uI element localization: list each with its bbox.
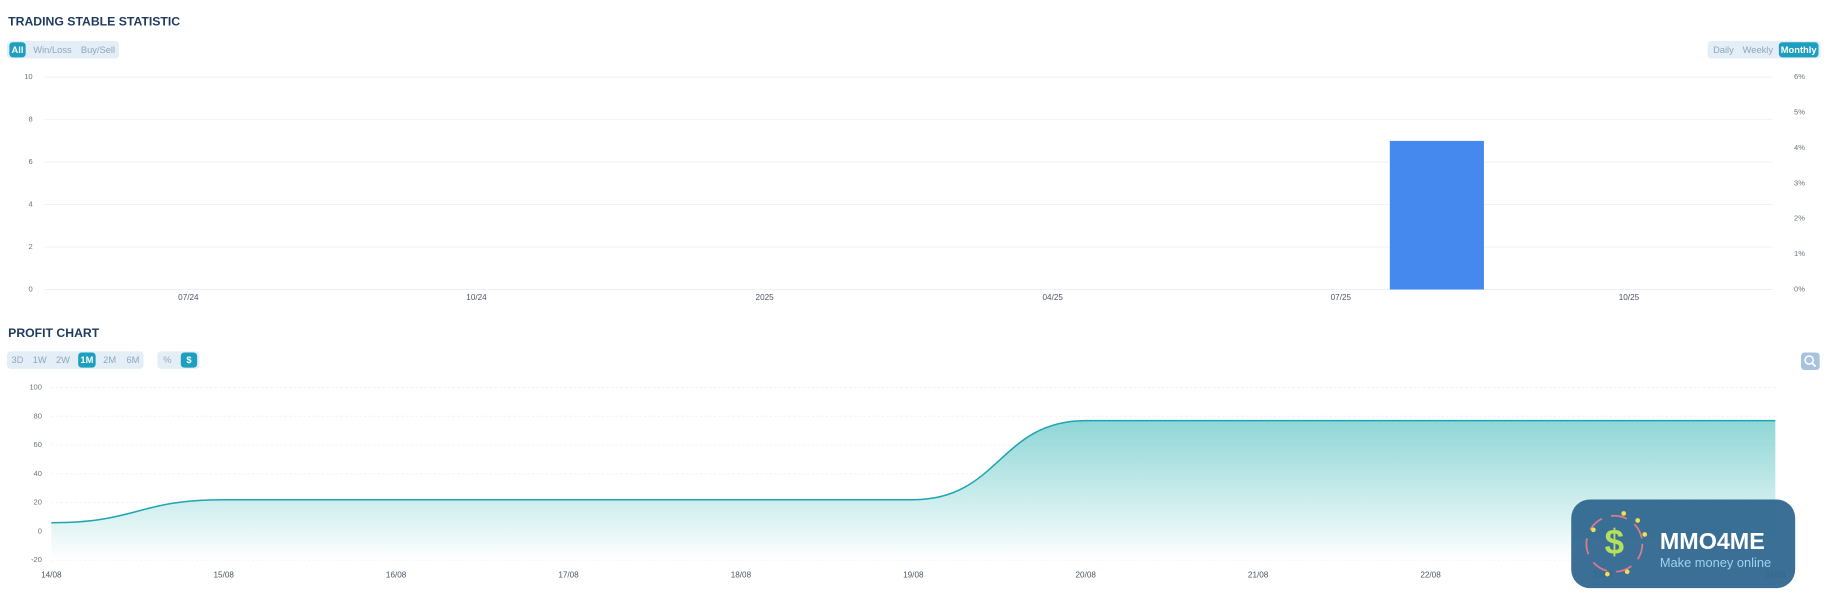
- watermark-star: [1605, 571, 1610, 577]
- button[interactable]: Weekly: [1743, 45, 1774, 55]
- y-tick-label: 60: [34, 440, 42, 449]
- button-active[interactable]: All: [12, 45, 24, 55]
- x-tick-label: 16/08: [386, 570, 407, 579]
- x-tick-label: 10/24: [466, 293, 487, 302]
- y-tick-label: 8: [28, 115, 32, 124]
- x-tick-label: 2025: [756, 293, 775, 302]
- x-tick-label: 07/24: [178, 293, 199, 302]
- watermark-star: [1642, 532, 1648, 537]
- y-tick-label: 0: [28, 285, 32, 294]
- y-tick-label: 100: [29, 382, 42, 391]
- y-tick-label: 6: [28, 157, 32, 166]
- button[interactable]: 2M: [103, 355, 116, 365]
- watermark-bg: [1571, 499, 1796, 589]
- bar: [1389, 140, 1484, 290]
- chart-title: TRADING STABLE STATISTIC: [8, 15, 180, 29]
- y2-tick-label: 4%: [1794, 143, 1805, 152]
- button-group: [6, 351, 144, 369]
- button[interactable]: 6M: [126, 355, 139, 365]
- button-active-bg: [180, 352, 198, 368]
- button[interactable]: Daily: [1713, 45, 1734, 55]
- x-tick-label: 22/08: [1420, 570, 1441, 579]
- watermark-tagline: Make money online: [1660, 555, 1771, 570]
- y-tick-label: 2: [28, 242, 32, 251]
- button-active[interactable]: $: [186, 355, 192, 365]
- y-tick-label: 10: [24, 72, 32, 81]
- button[interactable]: 3D: [12, 355, 24, 365]
- button-active[interactable]: 1M: [80, 355, 93, 365]
- zoom-button[interactable]: [1801, 352, 1820, 370]
- y-tick-label: 0: [38, 526, 42, 535]
- y2-tick-label: 6%: [1794, 72, 1805, 81]
- y-tick-label: 80: [34, 411, 42, 420]
- y2-tick-label: 2%: [1794, 214, 1805, 223]
- x-tick-label: 21/08: [1248, 570, 1269, 579]
- x-tick-label: 14/08: [41, 570, 62, 579]
- button[interactable]: Buy/Sell: [81, 45, 115, 55]
- button-active[interactable]: Monthly: [1781, 45, 1818, 55]
- x-tick-label: 19/08: [903, 570, 924, 579]
- x-tick-label: 10/25: [1619, 293, 1640, 302]
- y2-tick-label: 3%: [1794, 178, 1805, 187]
- button[interactable]: 2W: [56, 355, 70, 365]
- area-fill: [51, 420, 1776, 561]
- line: [51, 419, 1776, 524]
- x-tick-label: 20/08: [1076, 570, 1097, 579]
- y-tick-label: 40: [34, 469, 42, 478]
- watermark-icon: $: [1605, 523, 1624, 562]
- button-group: [6, 41, 119, 59]
- y2-tick-label: 1%: [1794, 249, 1805, 258]
- x-tick-label: 04/25: [1043, 293, 1064, 302]
- button[interactable]: 1W: [33, 355, 47, 365]
- x-tick-label: 17/08: [558, 570, 579, 579]
- button-active-bg: [78, 352, 96, 368]
- watermark-star: [1621, 511, 1627, 516]
- y2-tick-label: 5%: [1794, 108, 1805, 117]
- button[interactable]: Win/Loss: [33, 45, 72, 55]
- watermark-name: MMO4ME: [1660, 528, 1765, 554]
- watermark-star: [1635, 518, 1641, 523]
- y-tick-label: 4: [28, 200, 32, 209]
- watermark-star: [1591, 527, 1596, 533]
- y-tick-label: 20: [34, 498, 42, 507]
- y-tick-label: -20: [31, 555, 42, 564]
- x-tick-label: 07/25: [1331, 293, 1352, 302]
- button-active-bg: [1778, 42, 1819, 58]
- button[interactable]: %: [163, 355, 171, 365]
- watermark-star: [1624, 569, 1630, 575]
- x-tick-label: 18/08: [731, 570, 752, 579]
- y2-tick-label: 0%: [1794, 285, 1805, 294]
- button-active-bg: [9, 42, 26, 58]
- chart-title: PROFIT CHART: [8, 326, 100, 340]
- x-tick-label: 15/08: [214, 570, 235, 579]
